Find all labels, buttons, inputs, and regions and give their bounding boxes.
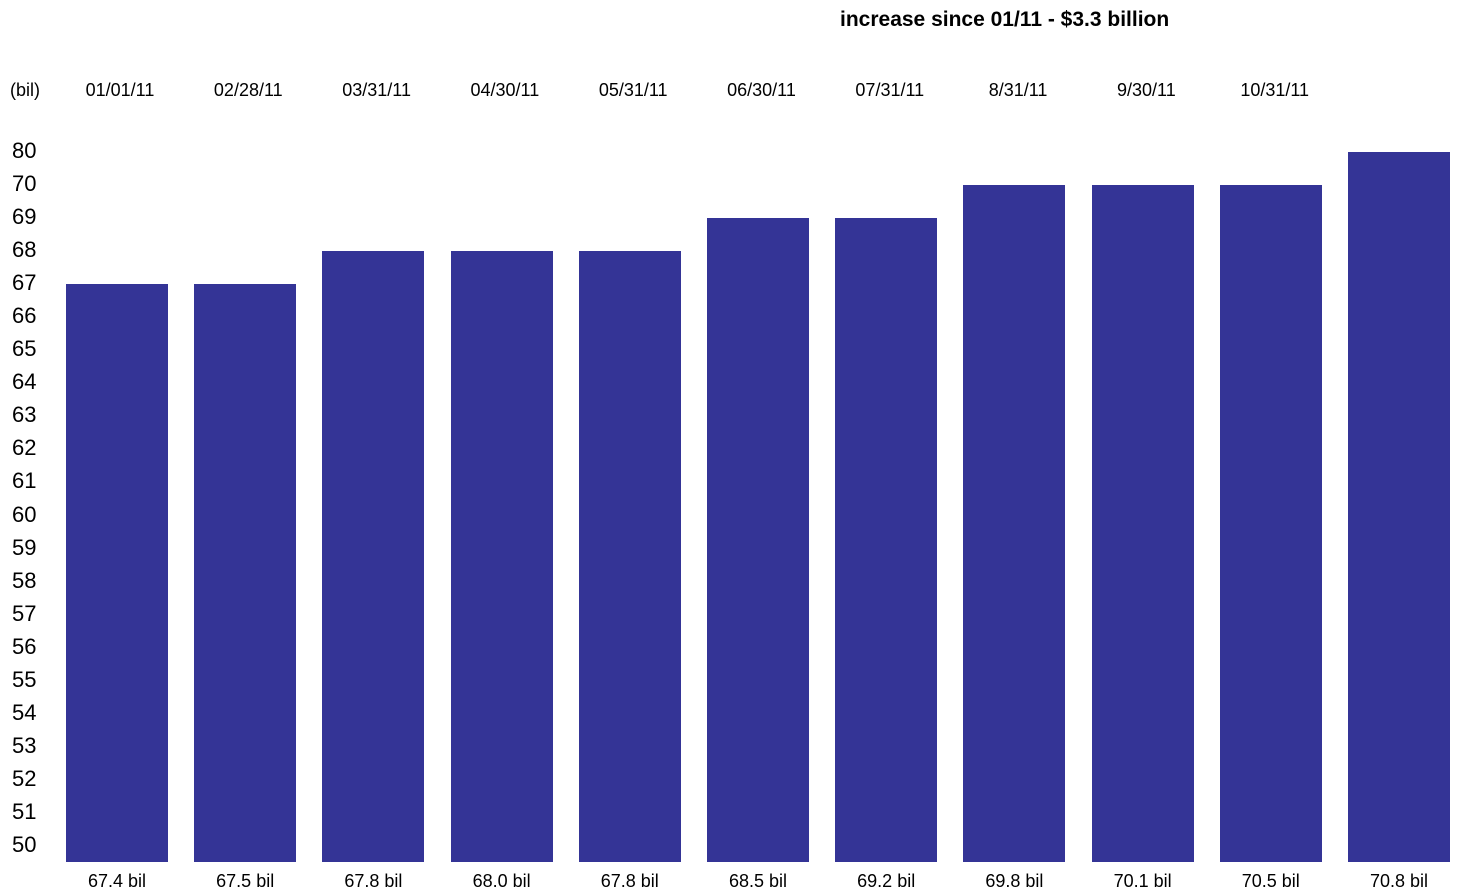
date-label: 9/30/11: [1117, 80, 1176, 100]
y-axis-tick-label: 53: [12, 732, 37, 758]
chart-title: increase since 01/11 - $3.3 billion: [840, 8, 1170, 31]
bar: [194, 284, 297, 862]
bar-value-label: 67.8 bil: [344, 871, 403, 891]
date-label: 10/31/11: [1240, 80, 1310, 100]
bar-value-label: 70.1 bil: [1113, 871, 1172, 891]
y-axis-tick-label: 58: [12, 567, 37, 593]
date-label: 01/01/11: [85, 80, 155, 100]
bar-value-label: 69.8 bil: [985, 871, 1044, 891]
y-axis-tick-label: 60: [12, 501, 37, 527]
y-axis-tick-label: 70: [12, 171, 37, 196]
y-axis-tick-label: 62: [12, 435, 37, 461]
y-axis-tick-label: 69: [12, 204, 37, 230]
date-label: 02/28/11: [213, 80, 283, 100]
bar: [322, 251, 425, 862]
bar: [66, 284, 168, 862]
y-axis-tick-label: 59: [12, 534, 37, 560]
bar: [1091, 185, 1194, 862]
date-label: 8/31/11: [988, 80, 1048, 100]
y-axis-tick-label: 80: [12, 137, 37, 163]
bar-value-label: 67.5 bil: [216, 871, 275, 891]
y-axis-unit-label: (bil): [10, 80, 40, 100]
y-axis-tick-label: 63: [12, 402, 37, 428]
y-axis-tick-label: 56: [12, 633, 37, 659]
y-axis-tick-label: 64: [12, 369, 37, 395]
date-label: 06/30/11: [727, 80, 796, 100]
y-axis-tick-label: 66: [12, 303, 37, 329]
y-axis-tick-label: 55: [12, 666, 37, 692]
bar: [707, 218, 809, 862]
bar-value-label: 67.4 bil: [87, 871, 147, 891]
bar-value-label: 68.5 bil: [728, 871, 788, 891]
bar: [450, 251, 553, 862]
bar: [1348, 151, 1450, 862]
date-label: 07/31/11: [855, 80, 925, 100]
y-axis-tick-label: 51: [12, 798, 37, 824]
y-axis-tick-label: 67: [12, 270, 37, 296]
y-axis-tick-label: 61: [12, 468, 37, 494]
y-axis-tick-label: 57: [12, 600, 37, 626]
y-axis-tick-label: 52: [12, 765, 37, 791]
bar-value-label: 67.8 bil: [600, 871, 659, 891]
date-label: 04/30/11: [470, 80, 540, 100]
y-axis-tick-label: 50: [12, 832, 37, 857]
date-label: 05/31/11: [598, 80, 668, 100]
bar: [1219, 185, 1322, 862]
bar-value-label: 68.0 bil: [472, 871, 531, 891]
bar: [963, 185, 1066, 862]
bar: [578, 251, 681, 862]
y-axis-tick-label: 68: [12, 237, 37, 263]
y-axis-tick-label: 54: [12, 699, 37, 725]
bar-value-label: 69.2 bil: [857, 871, 916, 891]
bar-value-label: 70.8 bil: [1369, 871, 1429, 891]
bar-value-label: 70.5 bil: [1241, 871, 1300, 891]
date-label: 03/31/11: [342, 80, 411, 100]
y-axis-tick-label: 65: [12, 336, 37, 362]
bar: [835, 218, 938, 862]
